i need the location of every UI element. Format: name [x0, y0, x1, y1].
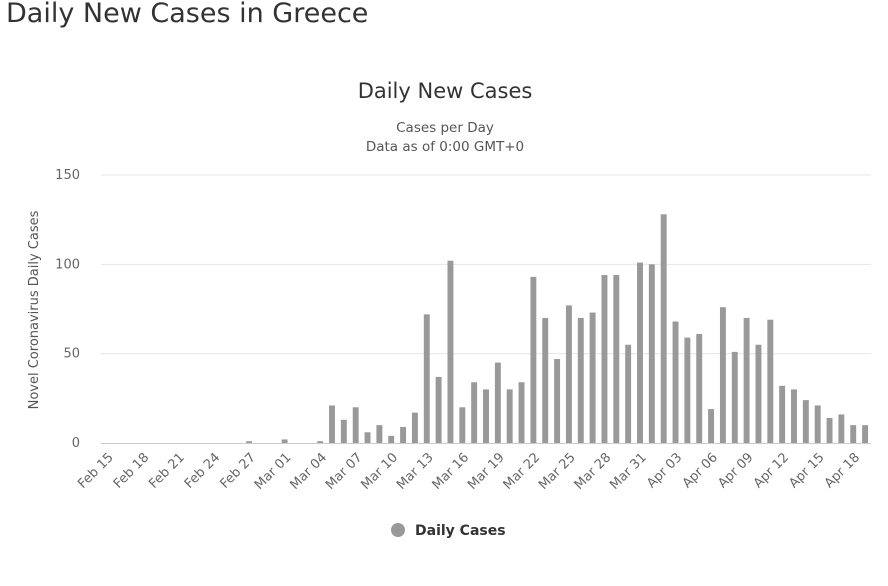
bar[interactable] — [779, 385, 786, 443]
bar[interactable] — [340, 419, 347, 443]
x-tick-label: Mar 16 — [430, 450, 473, 493]
bar[interactable] — [281, 439, 288, 443]
x-tick-label: Mar 25 — [536, 450, 579, 493]
chart-title: Daily New Cases — [358, 79, 533, 103]
y-axis-label: Novel Coronavirus Daily Cases — [27, 210, 42, 409]
x-tick-label: Apr 09 — [715, 450, 756, 491]
bar[interactable] — [743, 317, 750, 443]
bar[interactable] — [862, 425, 869, 443]
bar[interactable] — [554, 359, 561, 443]
legend-label[interactable]: Daily Cases — [415, 523, 506, 539]
bar[interactable] — [317, 441, 324, 443]
bar[interactable] — [696, 334, 703, 443]
bar[interactable] — [625, 344, 632, 443]
chart-subtitle-1: Cases per Day — [396, 120, 494, 136]
legend-marker — [391, 523, 405, 537]
bar[interactable] — [719, 307, 726, 443]
bar[interactable] — [494, 362, 501, 443]
x-tick-label: Mar 19 — [465, 450, 508, 493]
page-title: Daily New Cases in Greece — [6, 0, 369, 29]
bar[interactable] — [791, 389, 797, 443]
bar[interactable] — [411, 412, 418, 443]
bar[interactable] — [589, 312, 596, 443]
bar[interactable] — [802, 400, 809, 443]
x-tick-label: Mar 01 — [252, 450, 295, 493]
x-tick-label: Feb 21 — [146, 450, 188, 492]
bar[interactable] — [423, 314, 430, 443]
x-tick-label: Mar 07 — [323, 450, 366, 493]
bar[interactable] — [435, 376, 442, 443]
bar[interactable] — [708, 409, 715, 443]
bar[interactable] — [364, 432, 371, 443]
bar[interactable] — [447, 260, 454, 443]
x-tick-label: Apr 12 — [751, 450, 792, 491]
x-tick-label: Feb 24 — [182, 450, 224, 492]
bar[interactable] — [613, 275, 620, 443]
bar[interactable] — [850, 425, 857, 443]
x-tick-label: Mar 10 — [358, 450, 401, 493]
y-tick-label: 100 — [55, 257, 80, 272]
x-tick-label: Apr 18 — [822, 450, 863, 491]
bar[interactable] — [637, 262, 643, 443]
x-tick-label: Apr 06 — [680, 450, 721, 491]
bar[interactable] — [530, 276, 537, 443]
bar[interactable] — [601, 275, 608, 443]
bar[interactable] — [814, 405, 821, 443]
x-tick-label: Feb 15 — [75, 450, 117, 492]
bar[interactable] — [565, 305, 572, 443]
bar[interactable] — [731, 351, 738, 443]
y-axis-ticks: 0 50 100 150 — [55, 168, 80, 451]
bar[interactable] — [246, 441, 253, 443]
bar[interactable] — [518, 382, 525, 443]
y-tick-label: 0 — [72, 436, 80, 451]
x-tick-label: Feb 27 — [217, 450, 259, 492]
x-tick-label: Mar 28 — [572, 450, 615, 493]
bar[interactable] — [755, 344, 762, 443]
x-tick-label: Feb 18 — [111, 450, 153, 492]
bar[interactable] — [684, 337, 691, 443]
y-tick-label: 50 — [63, 347, 80, 362]
x-tick-label: Mar 31 — [607, 450, 650, 493]
bar[interactable] — [506, 389, 513, 443]
bar[interactable] — [352, 407, 359, 443]
x-tick-label: Mar 13 — [394, 450, 437, 493]
bar[interactable] — [329, 405, 335, 443]
legend[interactable]: Daily Cases — [391, 523, 506, 539]
bar[interactable] — [648, 264, 655, 443]
bar[interactable] — [483, 389, 489, 443]
x-tick-label: Mar 22 — [501, 450, 544, 493]
y-tick-label: 150 — [55, 168, 80, 183]
x-tick-label: Apr 15 — [786, 450, 827, 491]
bar[interactable] — [577, 317, 584, 443]
bar[interactable] — [672, 321, 679, 443]
bar[interactable] — [838, 414, 845, 443]
bar[interactable] — [459, 407, 466, 443]
chart-subtitle-2: Data as of 0:00 GMT+0 — [366, 139, 524, 155]
bar[interactable] — [471, 382, 478, 443]
x-tick-label: Mar 04 — [287, 450, 330, 493]
bar[interactable] — [376, 425, 383, 443]
bar[interactable] — [826, 417, 833, 443]
bar[interactable] — [767, 319, 774, 443]
grid-lines — [101, 174, 871, 355]
bars — [246, 214, 869, 443]
bar[interactable] — [400, 426, 407, 443]
bar[interactable] — [660, 214, 667, 443]
x-tick-label: Apr 03 — [644, 450, 685, 491]
bar[interactable] — [542, 317, 549, 443]
bar[interactable] — [388, 435, 395, 443]
